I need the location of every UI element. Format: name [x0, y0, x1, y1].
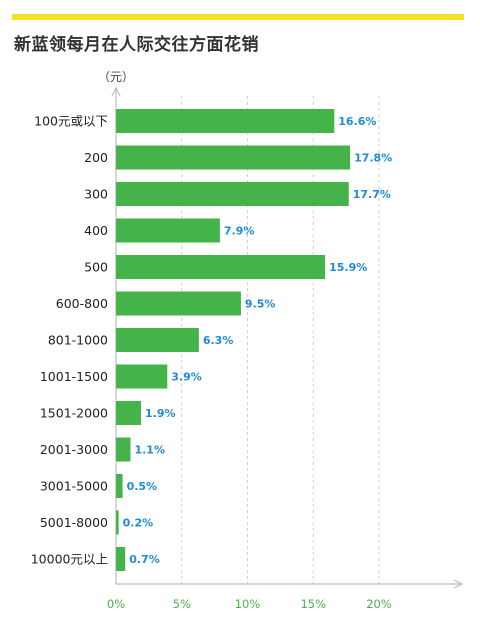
category-label-5: 600-800 — [56, 296, 108, 311]
bar-7 — [116, 364, 168, 389]
value-label-7: 3.9% — [171, 371, 202, 384]
category-label-7: 1001-1500 — [40, 369, 108, 384]
category-label-8: 1501-2000 — [40, 406, 108, 421]
value-label-0: 16.6% — [338, 115, 376, 128]
category-label-6: 801-1000 — [48, 333, 108, 348]
x-tick-label-3: 15% — [300, 597, 326, 611]
category-label-12: 10000元以上 — [31, 552, 108, 567]
value-label-10: 0.5% — [127, 480, 158, 493]
x-axis-arrow — [453, 579, 464, 589]
x-tick-label-0: 0% — [107, 597, 125, 611]
value-label-12: 0.7% — [129, 553, 160, 566]
value-label-1: 17.8% — [354, 152, 392, 165]
x-tick-label-2: 10% — [235, 597, 261, 611]
value-label-11: 0.2% — [123, 517, 154, 530]
value-label-6: 6.3% — [203, 334, 234, 347]
bar-1 — [116, 145, 351, 170]
bar-6 — [116, 328, 199, 352]
value-label-5: 9.5% — [245, 298, 276, 311]
bar-11 — [116, 510, 119, 535]
bar-8 — [116, 401, 141, 425]
chart-title: 新蓝领每月在人际交往方面花销 — [14, 35, 259, 55]
value-label-9: 1.1% — [134, 444, 165, 457]
bar-2 — [116, 182, 349, 206]
x-tick-label-1: 5% — [173, 597, 191, 611]
value-label-3: 7.9% — [224, 225, 255, 238]
bar-10 — [116, 474, 123, 498]
bar-3 — [116, 218, 220, 243]
y-axis-unit-label: （元） — [98, 70, 135, 84]
y-axis-arrow — [111, 86, 121, 97]
category-label-10: 3001-5000 — [40, 479, 108, 494]
bar-4 — [116, 255, 326, 279]
value-label-2: 17.7% — [353, 188, 391, 201]
category-label-9: 2001-3000 — [40, 442, 108, 457]
bar-12 — [116, 547, 126, 571]
accent-bar — [12, 14, 464, 20]
value-label-8: 1.9% — [145, 407, 176, 420]
category-label-11: 5001-8000 — [40, 515, 108, 530]
category-label-4: 500 — [84, 260, 108, 275]
category-label-3: 400 — [84, 223, 108, 238]
value-label-4: 15.9% — [329, 261, 367, 274]
category-label-2: 300 — [84, 187, 108, 202]
x-tick-label-4: 20% — [366, 597, 392, 611]
bar-9 — [116, 437, 131, 462]
bar-5 — [116, 291, 241, 316]
bar-0 — [116, 109, 335, 133]
category-label-1: 200 — [84, 150, 108, 165]
category-label-0: 100元或以下 — [34, 114, 108, 129]
